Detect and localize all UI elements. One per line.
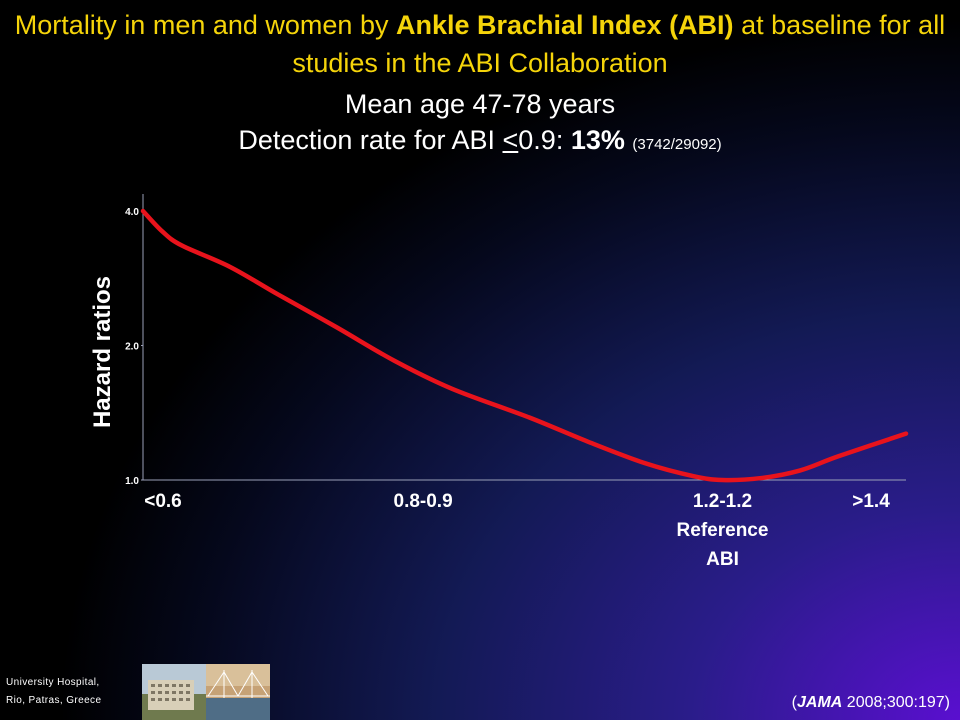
subtitle-line1: Mean age 47-78 years (344, 89, 616, 119)
hazard-ratio-curve (140, 208, 909, 483)
footer-institution-line2: Rio, Patras, Greece (6, 695, 102, 706)
footer-institution-line1: University Hospital, (6, 677, 100, 688)
subtitle-line2-small: (3742/29092) (632, 136, 722, 153)
x-tick-label: <0.6 (144, 491, 182, 512)
x-ticks: <0.6 0.8-0.9 1.2-1.2 Reference ABI >1.4 (144, 491, 890, 570)
y-ticks: 4.0 2.0 1.0 (125, 207, 143, 487)
citation-journal: JAMA (797, 694, 843, 711)
slide-subtitle: Mean age 47-78 years Detection rate for … (0, 86, 960, 163)
subtitle-line2: Detection rate for ABI <0.9: 13% (3742/2… (0, 122, 960, 163)
series-group (140, 208, 909, 483)
x-tick-label: 0.8-0.9 (394, 491, 453, 512)
x-tick-label: >1.4 (852, 491, 890, 512)
subtitle-line2-prefix: Detection rate for ABI (238, 125, 503, 155)
x-tick-label: 1.2-1.2 Reference ABI (677, 491, 769, 570)
subtitle-line2-value: 0.9: (518, 125, 571, 155)
slide-title: Mortality in men and women by Ankle Brac… (0, 6, 960, 82)
y-axis-label: Hazard ratios (89, 276, 116, 428)
title-bold: Ankle Brachial Index (ABI) (395, 10, 734, 40)
y-tick-label: 1.0 (125, 476, 139, 487)
y-tick-label: 2.0 (125, 342, 139, 353)
citation-rest: 2008;300:197) (842, 694, 950, 711)
citation-open: ( (791, 694, 797, 711)
y-tick-label: 4.0 (125, 207, 139, 218)
subtitle-line2-underlined: < (502, 125, 519, 155)
citation: (JAMA 2008;300:197) (792, 694, 950, 712)
footer-institution: University Hospital, Rio, Patras, Greece (6, 674, 101, 710)
subtitle-line2-bold: 13% (570, 125, 625, 155)
title-part2: at baseline for all studies in the ABI C… (292, 10, 946, 78)
title-part1: Mortality in men and women by (14, 10, 396, 40)
hospital-and-bridge-photo (142, 664, 270, 720)
hazard-ratio-chart: Hazard ratios 4.0 2.0 1.0 <0.6 0.8-0.9 1.2-1… (89, 194, 909, 570)
